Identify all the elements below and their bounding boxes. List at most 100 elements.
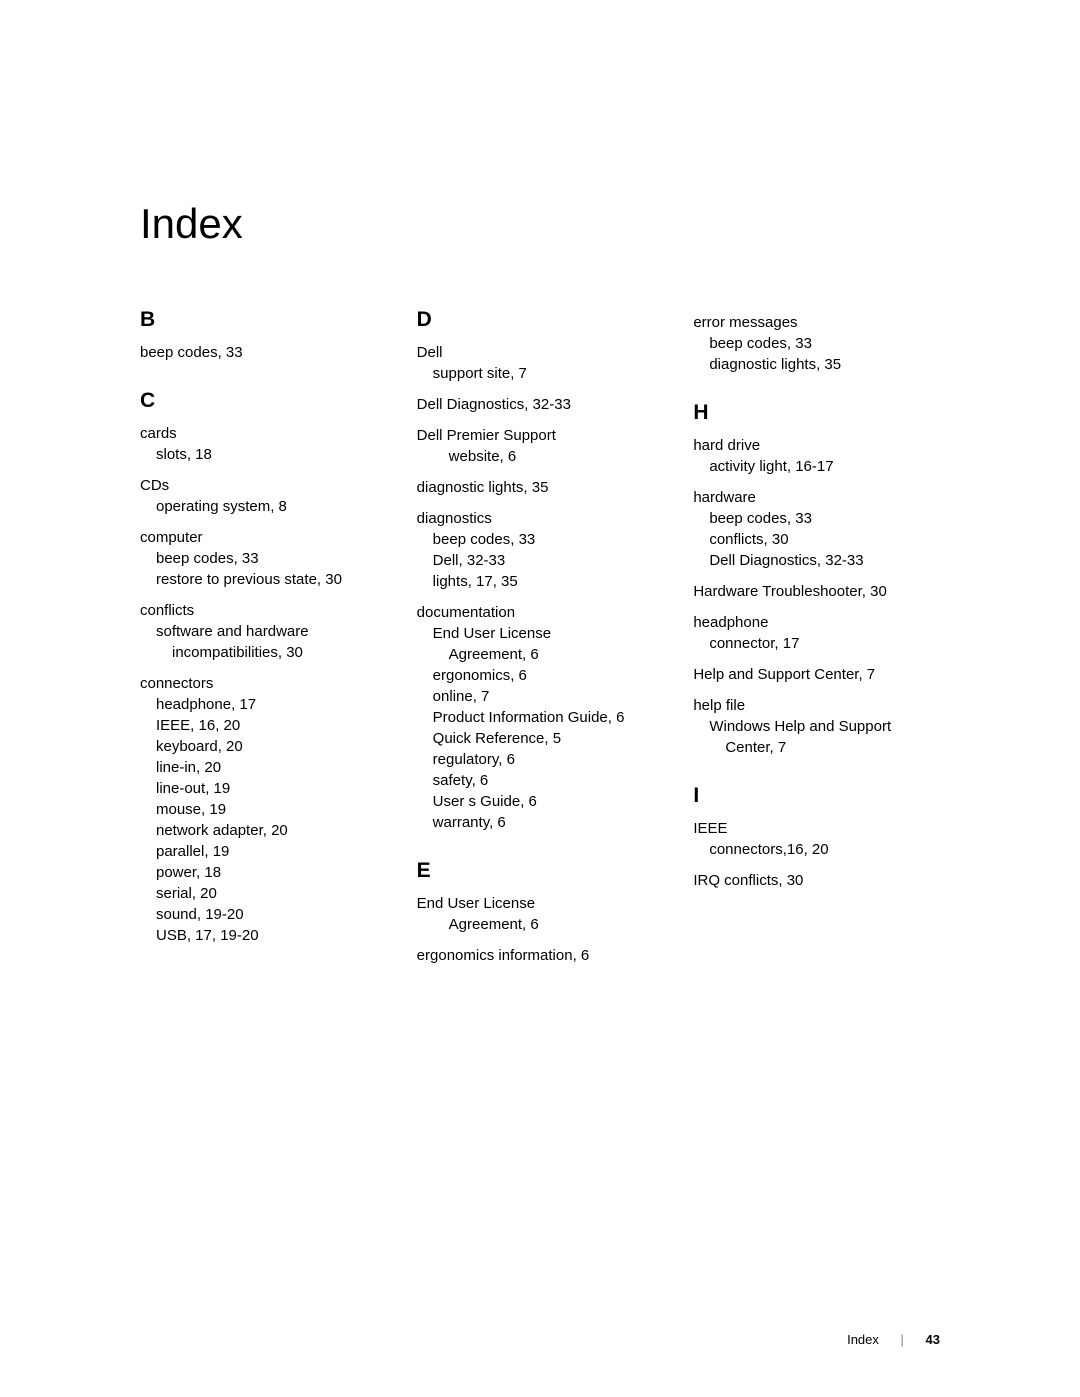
entry-head: Dell bbox=[417, 342, 664, 363]
letter-heading: D bbox=[417, 308, 664, 332]
entry-head: ergonomics information, 6 bbox=[417, 945, 664, 966]
letter-heading: I bbox=[693, 784, 940, 808]
index-entry: IEEE connectors,16, 20 bbox=[693, 818, 940, 860]
entry-sub: Quick Reference, 5 bbox=[433, 728, 664, 749]
entry-head: computer bbox=[140, 527, 387, 548]
entry-head: Dell Premier Support bbox=[417, 425, 664, 446]
entry-head: Help and Support Center, 7 bbox=[693, 664, 940, 685]
entry-head: hard drive bbox=[693, 435, 940, 456]
index-entry: diagnostics beep codes, 33 Dell, 32-33 l… bbox=[417, 508, 664, 592]
entry-head: Hardware Troubleshooter, 30 bbox=[693, 581, 940, 602]
entry-sub: End User License bbox=[433, 623, 664, 644]
index-page: Index B beep codes, 33 C cards slots, 18… bbox=[0, 0, 1080, 1036]
index-entry: cards slots, 18 bbox=[140, 423, 387, 465]
entry-head: Dell Diagnostics, 32-33 bbox=[417, 394, 664, 415]
entry-sub: safety, 6 bbox=[433, 770, 664, 791]
entry-sub2: incompatibilities, 30 bbox=[172, 642, 387, 663]
entry-sub: beep codes, 33 bbox=[709, 333, 940, 354]
index-entry: beep codes, 33 bbox=[140, 342, 387, 363]
index-entry: help file Windows Help and Support Cente… bbox=[693, 695, 940, 758]
entry-wrap: Agreement, 6 bbox=[449, 914, 664, 935]
entry-head: hardware bbox=[693, 487, 940, 508]
entry-sub: activity light, 16-17 bbox=[709, 456, 940, 477]
index-entry: CDs operating system, 8 bbox=[140, 475, 387, 517]
index-entry: error messages beep codes, 33 diagnostic… bbox=[693, 312, 940, 375]
entry-head: beep codes, 33 bbox=[140, 342, 387, 363]
entry-sub: warranty, 6 bbox=[433, 812, 664, 833]
footer-page-number: 43 bbox=[926, 1332, 940, 1347]
entry-sub: sound, 19-20 bbox=[156, 904, 387, 925]
entry-sub: regulatory, 6 bbox=[433, 749, 664, 770]
entry-sub: USB, 17, 19-20 bbox=[156, 925, 387, 946]
index-entry: hardware beep codes, 33 conflicts, 30 De… bbox=[693, 487, 940, 571]
column-3: error messages beep codes, 33 diagnostic… bbox=[693, 308, 940, 976]
entry-head: cards bbox=[140, 423, 387, 444]
entry-head: IEEE bbox=[693, 818, 940, 839]
entry-sub: connectors,16, 20 bbox=[709, 839, 940, 860]
entry-head: headphone bbox=[693, 612, 940, 633]
index-entry: conflicts software and hardware incompat… bbox=[140, 600, 387, 663]
entry-sub: mouse, 19 bbox=[156, 799, 387, 820]
entry-sub: software and hardware bbox=[156, 621, 387, 642]
entry-sub: online, 7 bbox=[433, 686, 664, 707]
index-entry: connectors headphone, 17 IEEE, 16, 20 ke… bbox=[140, 673, 387, 946]
footer-divider: | bbox=[901, 1332, 904, 1347]
entry-sub: lights, 17, 35 bbox=[433, 571, 664, 592]
index-entry: End User License Agreement, 6 bbox=[417, 893, 664, 935]
entry-sub: support site, 7 bbox=[433, 363, 664, 384]
index-entry: headphone connector, 17 bbox=[693, 612, 940, 654]
entry-head: diagnostic lights, 35 bbox=[417, 477, 664, 498]
entry-sub: line-in, 20 bbox=[156, 757, 387, 778]
entry-head: diagnostics bbox=[417, 508, 664, 529]
page-footer: Index | 43 bbox=[847, 1332, 940, 1347]
entry-sub: User s Guide, 6 bbox=[433, 791, 664, 812]
index-entry: Hardware Troubleshooter, 30 bbox=[693, 581, 940, 602]
index-entry: Help and Support Center, 7 bbox=[693, 664, 940, 685]
entry-sub2: Center, 7 bbox=[725, 737, 940, 758]
column-1: B beep codes, 33 C cards slots, 18 CDs o… bbox=[140, 308, 387, 976]
entry-sub: serial, 20 bbox=[156, 883, 387, 904]
entry-sub: Product Information Guide, 6 bbox=[433, 707, 664, 728]
index-entry: documentation End User License Agreement… bbox=[417, 602, 664, 833]
entry-sub: Windows Help and Support bbox=[709, 716, 940, 737]
entry-head: IRQ conflicts, 30 bbox=[693, 870, 940, 891]
entry-sub: line-out, 19 bbox=[156, 778, 387, 799]
column-2: D Dell support site, 7 Dell Diagnostics,… bbox=[417, 308, 664, 976]
entry-sub: beep codes, 33 bbox=[433, 529, 664, 550]
entry-sub: parallel, 19 bbox=[156, 841, 387, 862]
entry-sub: restore to previous state, 30 bbox=[156, 569, 387, 590]
index-entry: Dell Premier Support website, 6 bbox=[417, 425, 664, 467]
letter-heading: H bbox=[693, 401, 940, 425]
letter-heading: B bbox=[140, 308, 387, 332]
entry-sub: operating system, 8 bbox=[156, 496, 387, 517]
entry-sub: Dell, 32-33 bbox=[433, 550, 664, 571]
entry-sub: Dell Diagnostics, 32-33 bbox=[709, 550, 940, 571]
letter-heading: C bbox=[140, 389, 387, 413]
entry-sub: beep codes, 33 bbox=[156, 548, 387, 569]
index-columns: B beep codes, 33 C cards slots, 18 CDs o… bbox=[140, 308, 940, 976]
entry-sub: ergonomics, 6 bbox=[433, 665, 664, 686]
index-entry: computer beep codes, 33 restore to previ… bbox=[140, 527, 387, 590]
entry-head: help file bbox=[693, 695, 940, 716]
entry-head: End User License bbox=[417, 893, 664, 914]
entry-sub: conflicts, 30 bbox=[709, 529, 940, 550]
entry-sub: IEEE, 16, 20 bbox=[156, 715, 387, 736]
entry-head: connectors bbox=[140, 673, 387, 694]
entry-sub: headphone, 17 bbox=[156, 694, 387, 715]
entry-head: CDs bbox=[140, 475, 387, 496]
entry-sub: power, 18 bbox=[156, 862, 387, 883]
index-entry: ergonomics information, 6 bbox=[417, 945, 664, 966]
entry-head: documentation bbox=[417, 602, 664, 623]
entry-sub2: Agreement, 6 bbox=[449, 644, 664, 665]
index-entry: diagnostic lights, 35 bbox=[417, 477, 664, 498]
footer-section-label: Index bbox=[847, 1332, 879, 1347]
entry-wrap: website, 6 bbox=[449, 446, 664, 467]
entry-sub: network adapter, 20 bbox=[156, 820, 387, 841]
index-entry: hard drive activity light, 16-17 bbox=[693, 435, 940, 477]
entry-head: conflicts bbox=[140, 600, 387, 621]
index-entry: IRQ conflicts, 30 bbox=[693, 870, 940, 891]
entry-sub: keyboard, 20 bbox=[156, 736, 387, 757]
page-title: Index bbox=[140, 200, 940, 248]
entry-sub: slots, 18 bbox=[156, 444, 387, 465]
entry-sub: diagnostic lights, 35 bbox=[709, 354, 940, 375]
